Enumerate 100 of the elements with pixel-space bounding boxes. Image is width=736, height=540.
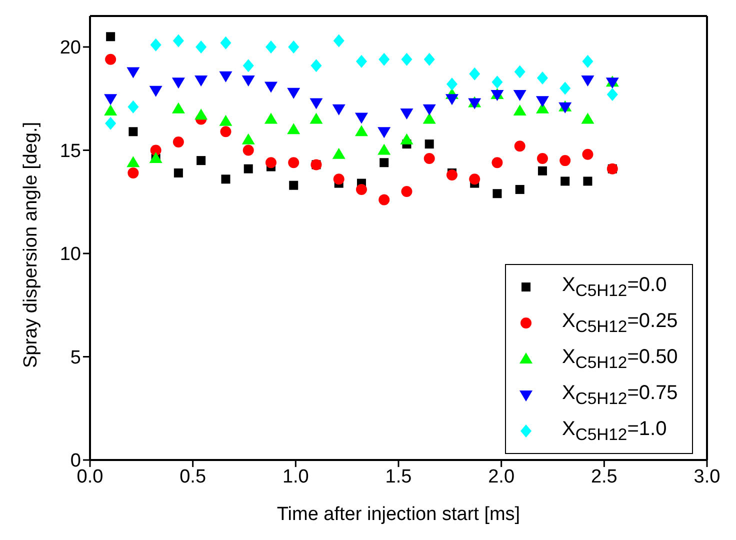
point — [106, 32, 116, 42]
point — [242, 144, 254, 156]
point — [332, 104, 346, 116]
point — [264, 112, 278, 124]
y-tick-label: 15 — [60, 140, 81, 162]
point — [104, 104, 118, 116]
y-tick-label: 10 — [60, 244, 81, 266]
point — [401, 52, 412, 66]
point — [220, 126, 232, 138]
x-axis-title: Time after injection start [ms] — [276, 504, 520, 525]
point — [469, 174, 480, 185]
point — [310, 59, 322, 72]
point — [606, 88, 618, 101]
point — [220, 36, 232, 50]
point — [332, 148, 346, 159]
point — [265, 40, 276, 54]
x-tick-label: 0.5 — [180, 466, 206, 488]
point — [128, 127, 138, 136]
point — [288, 40, 300, 54]
point — [536, 96, 549, 108]
point — [196, 40, 207, 54]
point — [560, 176, 570, 186]
point — [219, 114, 232, 126]
point — [513, 90, 526, 101]
point — [310, 112, 323, 124]
x-tick-label: 2.0 — [488, 466, 515, 488]
point — [287, 88, 300, 99]
point — [446, 78, 458, 91]
point — [196, 156, 206, 166]
y-axis-title: Spray dispersion angle [deg.] — [20, 122, 42, 368]
point — [150, 144, 162, 156]
point — [126, 67, 140, 78]
point — [422, 104, 436, 116]
legend-label: X$_{C5H12}$=0.0 — [562, 274, 667, 300]
x-tick-label: 1.0 — [282, 466, 309, 488]
point — [492, 76, 503, 89]
point — [492, 189, 502, 198]
point — [287, 123, 300, 134]
point — [219, 71, 232, 82]
point — [194, 108, 208, 120]
point — [356, 184, 367, 195]
legend-label: X$_{C5H12}$=0.75 — [562, 382, 678, 408]
point — [288, 157, 300, 168]
point — [172, 78, 185, 89]
point — [378, 194, 390, 206]
point — [242, 133, 255, 144]
point — [378, 144, 391, 155]
legend-label: X$_{C5H12}$=0.25 — [562, 310, 678, 336]
point — [560, 155, 571, 166]
y-tick-label: 5 — [70, 347, 81, 368]
point — [128, 167, 139, 178]
point — [560, 82, 571, 95]
point — [515, 184, 524, 194]
point — [469, 67, 480, 80]
point — [536, 71, 548, 84]
point — [354, 125, 368, 136]
point — [401, 186, 412, 198]
point — [149, 86, 162, 97]
point — [445, 94, 458, 106]
y-tick-label: 20 — [60, 38, 81, 59]
point — [536, 152, 548, 164]
point — [333, 174, 344, 185]
point — [265, 157, 276, 168]
point — [244, 164, 253, 174]
x-tick-label: 0.0 — [76, 466, 104, 488]
point — [333, 34, 344, 48]
point — [105, 54, 116, 65]
point — [172, 136, 184, 148]
point — [172, 102, 185, 114]
legend-label: X$_{C5H12}$=0.50 — [562, 346, 678, 372]
point — [514, 65, 526, 78]
point — [538, 166, 547, 176]
point — [194, 76, 208, 87]
point — [492, 157, 503, 168]
point — [150, 38, 162, 52]
point — [104, 94, 118, 106]
point — [242, 76, 255, 87]
point — [514, 140, 526, 152]
x-tick-label: 3.0 — [694, 466, 720, 488]
point — [356, 54, 367, 68]
point — [310, 98, 323, 110]
point — [581, 76, 594, 87]
point — [264, 82, 278, 93]
point — [172, 34, 184, 48]
legend-label: X$_{C5H12}$=1.0 — [562, 418, 667, 444]
point — [378, 52, 390, 66]
point — [174, 168, 183, 178]
point — [378, 127, 391, 138]
point — [400, 133, 414, 144]
point — [422, 112, 436, 124]
point — [242, 59, 254, 72]
point — [424, 52, 435, 66]
point — [582, 54, 594, 68]
point — [581, 112, 594, 124]
point — [400, 108, 414, 120]
point — [513, 104, 526, 116]
point — [126, 156, 140, 168]
point — [380, 158, 389, 168]
point — [221, 174, 230, 184]
point — [583, 176, 592, 186]
